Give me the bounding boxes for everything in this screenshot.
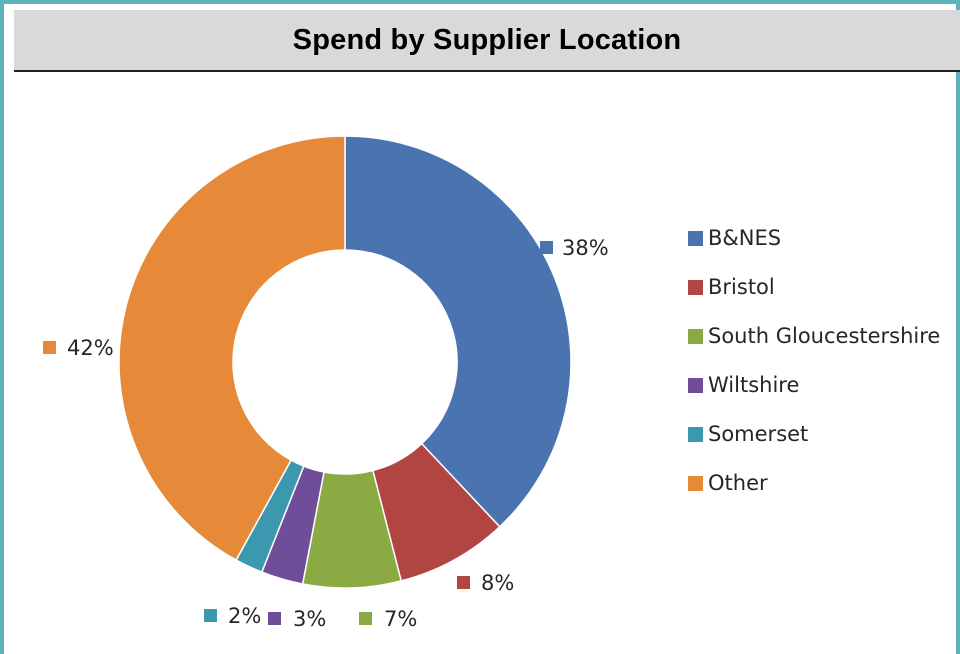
legend-swatch [688,475,703,491]
legend-swatch [688,328,703,344]
data-label-text: 7% [384,607,417,631]
legend-swatch [688,279,703,295]
legend-label: B&NES [708,226,782,250]
data-label-bristol: 8% [457,571,514,595]
data-label-text: 42% [67,336,114,360]
data-label-wiltshire: 3% [268,607,326,631]
legend-item-bandnes: B&NES [688,226,781,250]
data-label-text: 3% [293,607,326,631]
legend-item-wiltshire: Wiltshire [688,373,799,397]
data-label-swatch [359,612,372,625]
legend-label: South Gloucestershire [708,324,941,348]
legend-label: Wiltshire [708,373,800,397]
data-label-swatch [540,241,553,254]
data-label-swatch [457,576,470,589]
data-label-swatch [204,609,217,622]
data-label-text: 8% [481,571,514,595]
legend-item-south-gloucestershire: South Gloucestershire [688,324,940,348]
data-label-swatch [268,612,281,625]
slice-bandnes [344,135,572,528]
legend-swatch [688,377,703,393]
legend-swatch [688,426,703,442]
legend-item-other: Other [688,471,768,495]
donut-slices [118,135,572,589]
legend-label: Other [708,471,768,495]
data-label-swatch [43,341,56,354]
legend-label: Bristol [708,275,775,299]
data-label-text: 38% [562,236,609,260]
legend-item-somerset: Somerset [688,422,808,446]
slice-other [118,135,346,562]
data-label-bandnes: 38% [540,236,609,260]
data-labels: 38% 8% 7% 3% 2% 42% [43,236,609,631]
legend-swatch [688,230,703,246]
chart-title: Spend by Supplier Location [292,23,682,56]
data-label-south-gloucestershire: 7% [359,607,417,631]
data-label-text: 2% [228,604,261,628]
legend-item-bristol: Bristol [688,275,775,299]
data-label-other: 42% [43,336,114,360]
title-bar: Spend by Supplier Location [14,10,960,72]
data-label-somerset: 2% [204,604,261,628]
legend-label: Somerset [708,422,809,446]
